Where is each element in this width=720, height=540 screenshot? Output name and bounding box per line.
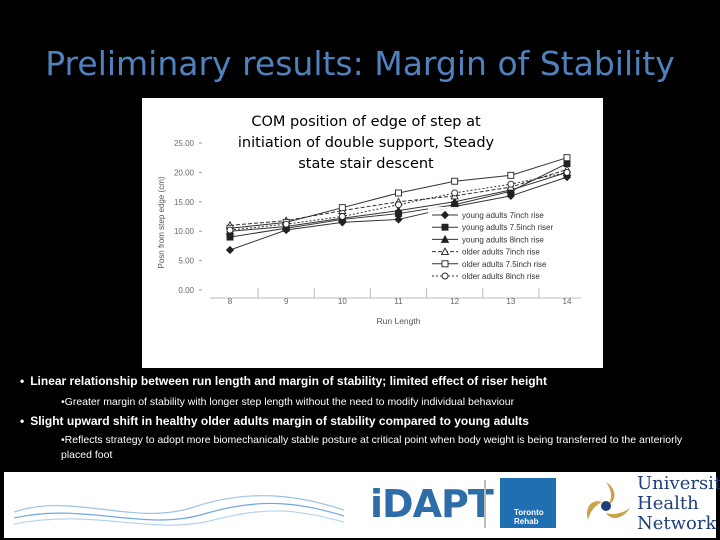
x-tick-label: 9: [284, 297, 289, 306]
x-tick-label: 13: [506, 297, 515, 306]
data-point: [226, 233, 234, 241]
x-tick-label: 11: [394, 297, 403, 306]
y-tick-label: 25.00: [174, 139, 195, 148]
logo-divider: [484, 480, 486, 528]
bullet-item: • Linear relationship between run length …: [20, 374, 710, 388]
x-tick-label: 8: [228, 297, 233, 306]
x-tick-label: 10: [338, 297, 347, 306]
data-point: [394, 215, 403, 224]
idapt-logo: iDAPT: [370, 482, 494, 526]
y-tick-label: 15.00: [174, 198, 195, 207]
sub-bullet-text: •Reflects strategy to adopt more biomech…: [61, 434, 683, 461]
data-point: [563, 154, 571, 162]
legend-marker: [440, 210, 450, 220]
bullet-item: • Slight upward shift in healthy older ad…: [20, 414, 710, 428]
x-tick-label: 12: [450, 297, 459, 306]
toronto-logo-line: Toronto: [514, 508, 544, 517]
data-point: [507, 180, 515, 188]
line-chart: 8 9 10 11 12 13 14 0.00 5.00 10.00 15.00 20.00 25.00…: [157, 139, 581, 326]
data-point: [563, 168, 571, 176]
y-tick-label: 10.00: [174, 227, 195, 236]
y-axis-label: Posn from step edge (cm): [157, 176, 166, 268]
data-point: [451, 189, 459, 197]
data-point: [394, 206, 403, 215]
x-axis-label: Run Length: [377, 316, 421, 326]
data-point: [338, 213, 346, 220]
data-point: [507, 171, 515, 179]
toronto-logo-line: Rehab: [514, 517, 539, 526]
bullet-text: Linear relationship between run length a…: [30, 374, 547, 388]
chart-panel: 8 9 10 11 12 13 14 0.00 5.00 10.00 15.00 20.00 25.00…: [142, 98, 603, 368]
uhn-emblem-icon: [586, 482, 630, 520]
legend-label: young adults 8inch rise: [462, 235, 544, 244]
legend-label: older adults 8inch rise: [462, 272, 540, 281]
y-tick-label: 0.00: [178, 286, 194, 295]
legend-marker: [440, 247, 450, 256]
data-point: [226, 226, 234, 234]
data-point: [450, 197, 459, 206]
x-tick-label: 14: [563, 297, 572, 306]
bullet-text: Slight upward shift in healthy older adu…: [30, 414, 529, 428]
data-point: [338, 204, 346, 212]
data-point: [395, 201, 402, 209]
y-tick-label: 20.00: [174, 168, 195, 177]
legend-label: older adults 7.5inch rise: [462, 260, 547, 269]
legend-marker: [440, 234, 450, 243]
toronto-rehab-logo: Toronto Rehab: [500, 478, 556, 528]
chart-title: COM position of edge of step at initiati…: [237, 114, 495, 172]
y-tick-label: 5.00: [178, 257, 194, 266]
bullet-list: • Linear relationship between run length …: [20, 374, 710, 463]
legend-marker: [441, 260, 449, 268]
data-point: [451, 177, 459, 185]
legend-marker: [441, 272, 449, 280]
bullet-marker: •: [20, 374, 25, 388]
uhn-logo-line: University: [637, 473, 720, 494]
uhn-logo-text: University Health Network: [637, 474, 720, 534]
wave-decoration-icon: [14, 495, 344, 526]
data-point: [395, 189, 402, 197]
footer-banner: iDAPT Toronto Rehab University Health Ne…: [4, 472, 720, 538]
bullet-marker: •: [20, 414, 25, 428]
legend-label: young adults 7inch rise: [462, 211, 544, 220]
uhn-logo-line: Health: [637, 493, 699, 514]
legend-box: [428, 207, 580, 285]
legend-marker: [441, 223, 449, 231]
uhn-logo-line: Network: [637, 513, 717, 534]
sub-bullet-text: •Greater margin of stability with longer…: [61, 396, 515, 408]
data-point: [225, 245, 235, 255]
legend-label: older adults 7inch rise: [462, 248, 540, 257]
data-point: [282, 220, 290, 228]
legend-label: young adults 7.5inch riser: [462, 223, 554, 232]
slide-title: Preliminary results: Margin of Stability: [45, 44, 675, 83]
